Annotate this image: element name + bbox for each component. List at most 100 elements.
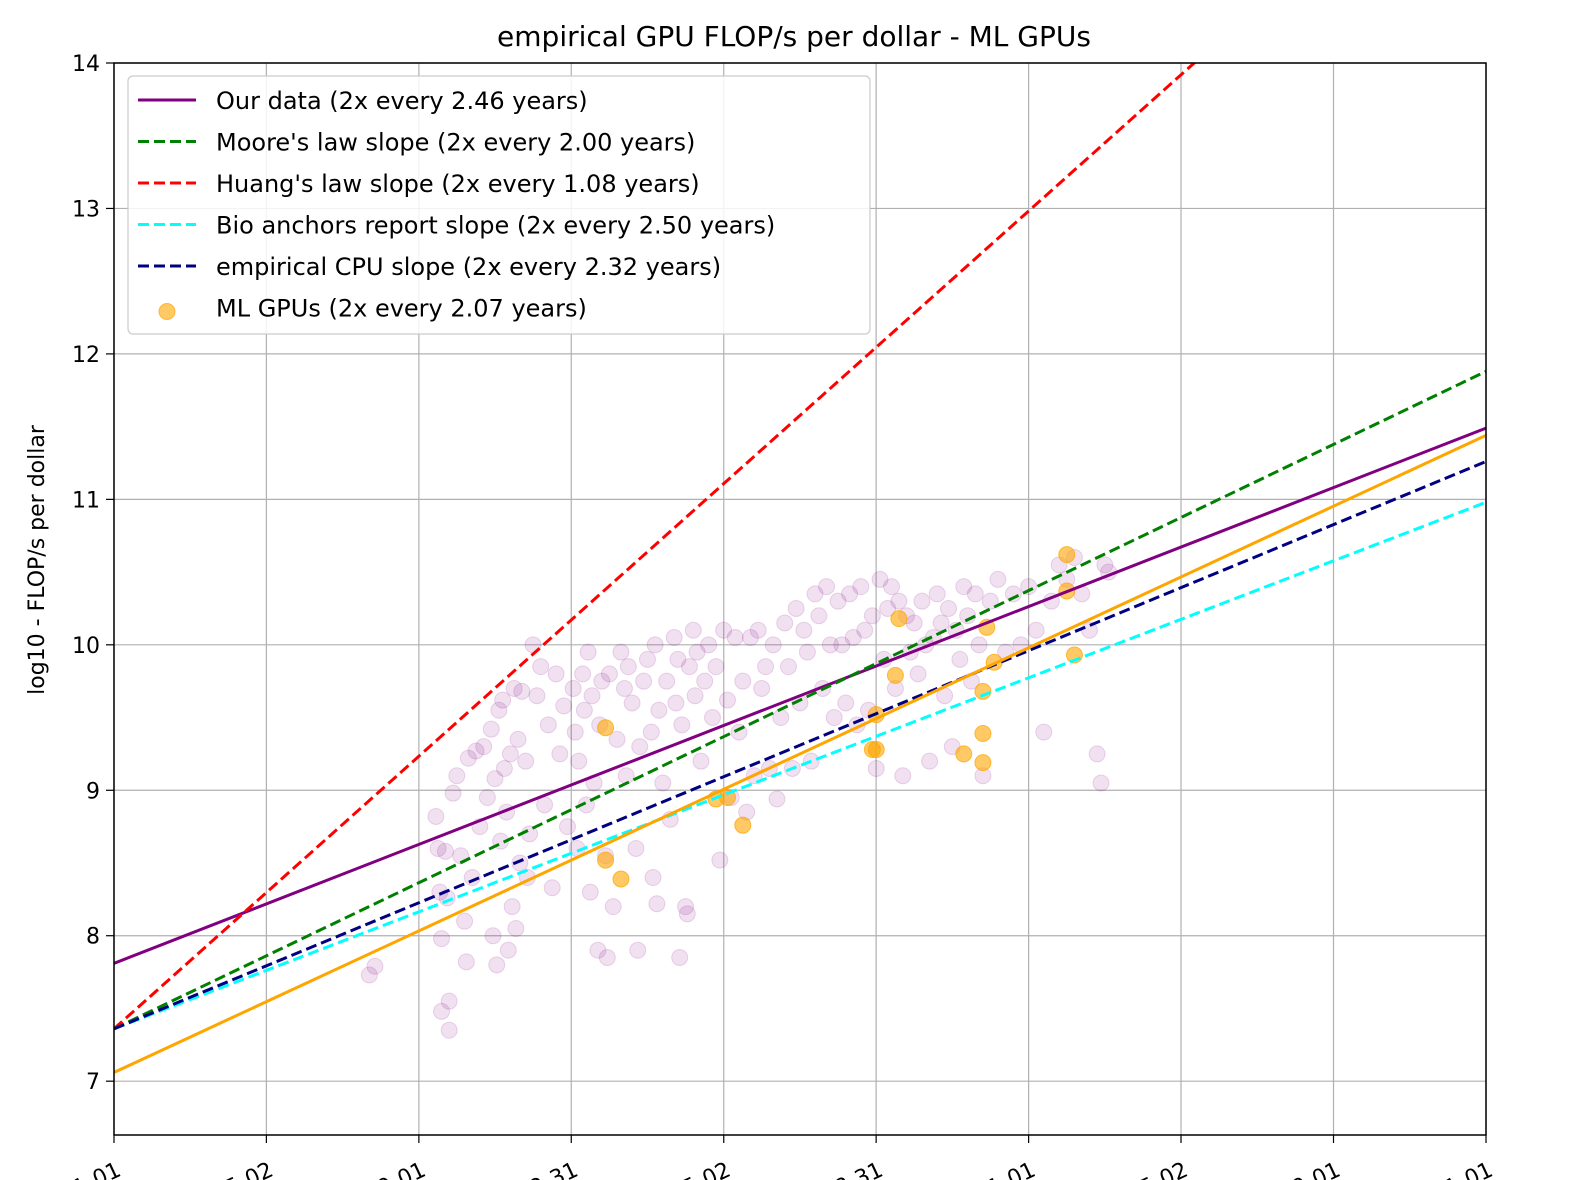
plot-frame [113, 62, 1487, 1136]
purple-data-point [646, 636, 664, 654]
purple-data-point [558, 818, 576, 836]
purple-data-point [644, 869, 662, 887]
purple-data-point [867, 759, 885, 777]
ml-gpu-data-point [597, 851, 615, 869]
purple-data-point [654, 774, 672, 792]
purple-data-point [844, 629, 862, 647]
purple-data-point [798, 643, 816, 661]
purple-data-point [448, 767, 466, 785]
purple-data-point [818, 578, 836, 596]
purple-data-point [730, 723, 748, 741]
purple-data-point [608, 730, 626, 748]
purple-data-point [478, 789, 496, 807]
purple-data-point [593, 672, 611, 690]
purple-data-point [768, 790, 786, 808]
purple-data-point [604, 898, 622, 916]
purple-data-point [970, 636, 988, 654]
purple-data-point [457, 953, 475, 971]
purple-data-point [909, 665, 927, 683]
purple-data-point [779, 658, 797, 676]
y-tick-label: 14 [72, 52, 100, 77]
purple-data-point [678, 905, 696, 923]
purple-data-point [829, 592, 847, 610]
purple-data-point [825, 709, 843, 727]
purple-data-point [684, 621, 702, 639]
y-tick-label: 10 [72, 634, 100, 659]
purple-data-point [753, 679, 771, 697]
purple-data-point [631, 738, 649, 756]
purple-data-point [787, 599, 805, 617]
purple-data-point [905, 614, 923, 632]
purple-data-point [459, 749, 477, 767]
ml-gpu-data-point [612, 870, 630, 888]
purple-data-point [648, 895, 666, 913]
purple-data-point [928, 585, 946, 603]
ml-gpu-data-point [1058, 546, 1076, 564]
purple-data-point [564, 679, 582, 697]
purple-data-point [486, 770, 504, 788]
purple-data-point [671, 949, 689, 967]
purple-data-point [837, 694, 855, 712]
legend-label: Huang's law slope (2x every 1.08 years) [216, 170, 700, 198]
purple-data-point [511, 854, 529, 872]
purple-data-point [1035, 723, 1053, 741]
purple-data-point [467, 742, 485, 760]
ml-gpu-data-point [974, 725, 992, 743]
purple-data-point [532, 658, 550, 676]
purple-data-point [539, 716, 557, 734]
y-tick-label: 7 [86, 1070, 100, 1095]
purple-data-point [734, 672, 752, 690]
ml-gpu-data-point [867, 741, 885, 759]
purple-data-point [772, 709, 790, 727]
purple-data-point [955, 578, 973, 596]
y-tick-label: 8 [86, 925, 100, 950]
purple-data-point [741, 629, 759, 647]
purple-data-point [833, 636, 851, 654]
purple-data-point [583, 687, 601, 705]
purple-data-point [488, 956, 506, 974]
purple-data-point [852, 578, 870, 596]
purple-data-point [795, 621, 813, 639]
legend-label: empirical CPU slope (2x every 2.32 years… [216, 253, 721, 281]
purple-data-point [433, 930, 451, 948]
purple-data-point [579, 643, 597, 661]
ml-gpu-data-point [974, 682, 992, 700]
ml-gpu-data-point [734, 816, 752, 834]
y-axis: 7 8 9 10 11 12 13 14 [72, 52, 114, 1095]
ml-gpu-data-point [974, 754, 992, 772]
purple-data-point [879, 599, 897, 617]
purple-data-point [617, 767, 635, 785]
purple-data-point [966, 585, 984, 603]
ml-gpu-data-point [955, 745, 973, 763]
purple-data-point [764, 636, 782, 654]
purple-data-point [921, 752, 939, 770]
legend-label: Our data (2x every 2.46 years) [216, 87, 588, 115]
purple-data-point [555, 697, 573, 715]
purple-data-point [501, 745, 519, 763]
chart-title: empirical GPU FLOP/s per dollar - ML GPU… [497, 20, 1091, 53]
purple-data-point [932, 614, 950, 632]
purple-data-point [436, 842, 454, 860]
legend-label: Moore's law slope (2x every 2.00 years) [216, 129, 695, 157]
purple-data-point [499, 941, 517, 959]
purple-data-point [776, 614, 794, 632]
purple-data-point [570, 752, 588, 770]
purple-data-point [669, 650, 687, 668]
purple-data-point [821, 636, 839, 654]
legend: Our data (2x every 2.46 years) Moore's la… [127, 75, 871, 335]
purple-data-point [503, 898, 521, 916]
purple-data-point [890, 592, 908, 610]
purple-data-point [757, 658, 775, 676]
purple-data-point [505, 679, 523, 697]
purple-data-point [495, 759, 513, 777]
ml-gpu-data-point [886, 666, 904, 684]
purple-data-point [913, 592, 931, 610]
purple-data-point [856, 621, 874, 639]
purple-data-point [981, 592, 999, 610]
purple-data-point [612, 643, 630, 661]
purple-data-point [810, 607, 828, 625]
trend-line-2 [114, 370, 1486, 1031]
purple-data-point [719, 691, 737, 709]
trend-line-4 [114, 500, 1486, 1031]
